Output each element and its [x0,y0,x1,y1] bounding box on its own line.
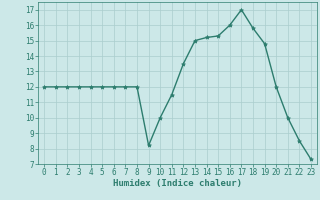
X-axis label: Humidex (Indice chaleur): Humidex (Indice chaleur) [113,179,242,188]
